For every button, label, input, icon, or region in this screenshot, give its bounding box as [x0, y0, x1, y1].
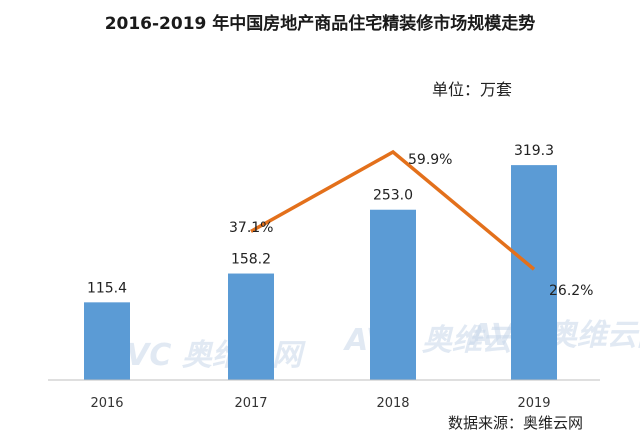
x-tick-2016: 2016 [90, 396, 123, 411]
growth-label-2018: 59.9% [408, 152, 452, 168]
unit-label: 单位：万套 [432, 80, 513, 99]
chart-title: 2016-2019 年中国房地产商品住宅精装修市场规模走势 [104, 14, 536, 34]
bar-label-2019: 319.3 [514, 143, 554, 159]
x-tick-2018: 2018 [376, 396, 409, 411]
bar-2017 [228, 273, 274, 380]
growth-label-2017: 37.1% [229, 220, 273, 236]
bar-label-2017: 158.2 [231, 252, 271, 268]
x-tick-2019: 2019 [517, 396, 550, 411]
source-label: 数据来源：奥维云网 [448, 414, 584, 432]
growth-line [250, 149, 536, 271]
x-tick-2017: 2017 [234, 396, 267, 411]
growth-label-2019: 26.2% [549, 283, 593, 299]
bar-label-2018: 253.0 [373, 188, 413, 204]
bar-label-2016: 115.4 [87, 280, 127, 296]
bar-2018 [370, 209, 416, 380]
watermark-0: AVC 奥维云网 [103, 338, 306, 373]
bar-2019 [511, 165, 557, 380]
bar-2016 [84, 302, 130, 380]
